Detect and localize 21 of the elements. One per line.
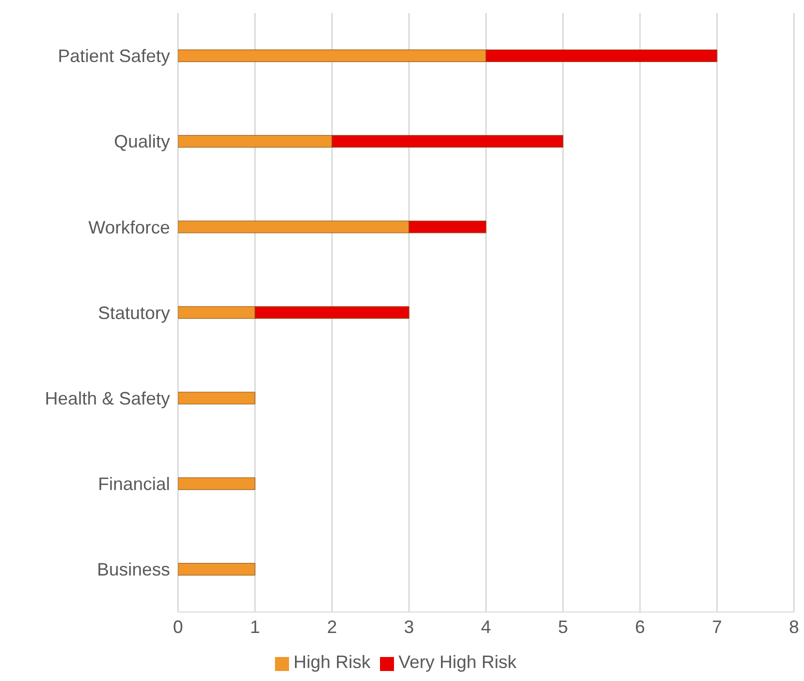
bar [178, 392, 256, 404]
bar [178, 477, 256, 490]
y-tick-label: Patient Safety [58, 46, 170, 66]
x-tick-label: 1 [250, 616, 260, 637]
bar [178, 562, 256, 576]
x-tick-label: 3 [404, 616, 414, 637]
x-tick-label: 8 [788, 616, 800, 637]
x-tick-label: 0 [172, 616, 184, 637]
x-tick-label: 6 [634, 616, 646, 637]
y-tick-label: Business [96, 560, 170, 580]
y-tick-label: Workforce [88, 217, 170, 238]
y-tick-label: Health & Safety [44, 388, 170, 408]
y-tick-label: Statutory [98, 302, 170, 323]
x-tick-label: 5 [558, 616, 568, 637]
y-tick-label: Financial [98, 474, 170, 494]
x-tick-label: 4 [480, 616, 492, 637]
y-tick-label: Quality [114, 132, 170, 152]
legend-label: Very High Risk [398, 652, 517, 672]
x-tick-label: 7 [712, 616, 722, 637]
legend-label: High Risk [293, 652, 370, 672]
x-tick-label: 2 [326, 616, 338, 637]
